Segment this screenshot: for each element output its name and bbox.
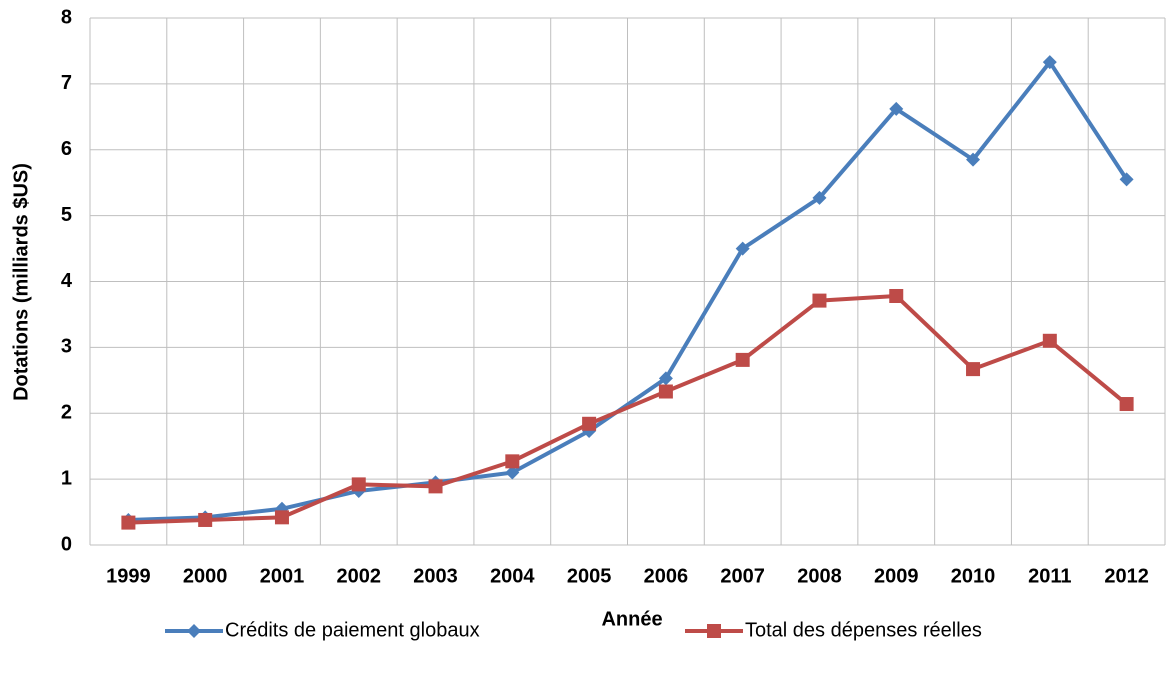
marker [889,101,904,116]
x-tick-label: 2008 [797,565,842,587]
x-axis-label: Année [601,608,662,630]
x-tick-label: 2010 [951,565,996,587]
y-tick-label: 1 [61,467,72,489]
y-tick-label: 7 [61,72,72,94]
x-tick-label: 2009 [874,565,919,587]
x-tick-label: 2001 [260,565,305,587]
y-tick-label: 2 [61,402,72,424]
marker [658,371,673,386]
y-tick-label: 5 [61,204,72,226]
marker [1119,172,1134,187]
marker [966,152,981,167]
x-tick-label: 2000 [183,565,228,587]
marker [735,241,750,256]
x-tick-label: 2012 [1104,565,1149,587]
marker [505,465,520,480]
y-tick-label: 0 [61,533,72,555]
x-tick-label: 2004 [490,565,535,587]
x-tick-label: 2006 [644,565,689,587]
x-tick-label: 2003 [413,565,458,587]
marker [658,384,673,399]
marker [889,288,904,303]
marker [274,510,289,525]
marker [812,190,827,205]
marker [351,477,366,492]
x-tick-label: 2005 [567,565,612,587]
legend-label: Total des dépenses réelles [745,619,982,641]
y-tick-label: 3 [61,336,72,358]
series-line [128,293,1128,525]
marker [198,512,213,527]
y-tick-label: 8 [61,6,72,28]
x-tick-label: 2007 [720,565,765,587]
marker [966,362,981,377]
marker [187,624,201,638]
x-tick-label: 1999 [106,565,151,587]
y-axis-label: Dotations (milliards $US) [10,163,32,401]
marker [707,624,721,638]
y-tick-label: 4 [61,270,73,292]
marker [812,293,827,308]
marker [1042,55,1057,70]
marker [121,515,136,530]
series-line [128,60,1129,522]
marker [505,454,520,469]
x-tick-label: 2002 [337,565,382,587]
marker [582,416,597,431]
y-tick-label: 6 [61,138,72,160]
legend-label: Crédits de paiement globaux [225,619,480,641]
marker [428,479,443,494]
x-tick-label: 2011 [1028,565,1071,587]
marker [735,352,750,367]
marker [1119,397,1134,412]
marker [1042,333,1057,348]
